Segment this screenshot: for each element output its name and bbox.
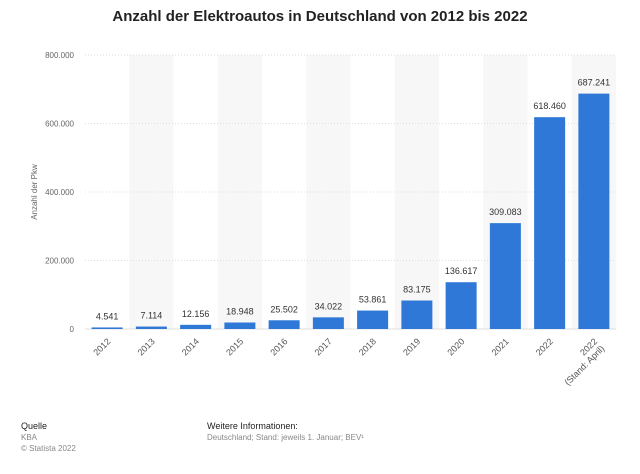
bar xyxy=(224,322,256,329)
value-label: 12.156 xyxy=(182,309,210,319)
x-tick-label: 2019 xyxy=(401,336,422,357)
x-tick-label: 2012 xyxy=(91,336,112,357)
bar xyxy=(489,223,521,329)
source-name: KBA xyxy=(21,433,38,442)
column-band xyxy=(217,55,262,329)
x-tick-label: 2018 xyxy=(357,336,378,357)
value-label: 7.114 xyxy=(140,311,162,321)
y-tick-label: 0 xyxy=(70,325,75,334)
x-tick-label-line: 2019 xyxy=(401,336,422,357)
bar xyxy=(180,324,212,329)
x-tick-label-line: 2016 xyxy=(268,336,289,357)
value-label: 687.241 xyxy=(578,78,611,88)
x-tick-label: 2022 xyxy=(534,336,555,357)
x-tick-label-line: 2014 xyxy=(180,336,201,357)
source-heading: Quelle xyxy=(21,421,48,431)
bar xyxy=(91,327,123,329)
x-tick-label: 2017 xyxy=(313,336,334,357)
x-tick-label: 2016 xyxy=(268,336,289,357)
value-label: 34.022 xyxy=(315,301,343,311)
info-block: Weitere Informationen: Deutschland; Stan… xyxy=(207,421,364,443)
x-tick-label-line: 2022 xyxy=(534,336,555,357)
x-tick-label-line: 2020 xyxy=(445,336,466,357)
bar xyxy=(578,93,610,329)
x-tick-label: 2020 xyxy=(445,336,466,357)
chart-title: Anzahl der Elektroautos in Deutschland v… xyxy=(112,8,528,25)
bar xyxy=(357,310,389,329)
y-tick-label: 400.000 xyxy=(45,188,74,197)
value-label: 18.948 xyxy=(226,307,254,317)
y-tick-label: 200.000 xyxy=(45,257,74,266)
x-tick-label: 2015 xyxy=(224,336,245,357)
value-label: 83.175 xyxy=(403,285,431,295)
value-label: 4.541 xyxy=(96,311,119,321)
x-tick-label: 2013 xyxy=(136,336,157,357)
x-tick-label-line: 2021 xyxy=(490,336,511,357)
column-band xyxy=(394,55,439,329)
x-tick-label-line: 2012 xyxy=(91,336,112,357)
x-tick-label: 2022(Stand: April) xyxy=(562,336,606,387)
bar xyxy=(268,320,300,329)
y-axis-label: Anzahl der Pkw xyxy=(30,164,39,220)
x-tick-label: 2021 xyxy=(490,336,511,357)
value-label: 25.502 xyxy=(270,304,298,314)
value-label: 53.861 xyxy=(359,295,387,305)
info-heading: Weitere Informationen: xyxy=(207,421,298,431)
y-tick-label: 600.000 xyxy=(45,120,74,129)
bar xyxy=(401,300,433,329)
y-tick-label: 800.000 xyxy=(45,51,74,60)
bar xyxy=(312,317,344,329)
value-label: 309.083 xyxy=(489,207,522,217)
bar xyxy=(534,117,566,329)
x-tick-label-line: 2018 xyxy=(357,336,378,357)
bar xyxy=(135,326,167,329)
x-tick-label-line: 2013 xyxy=(136,336,157,357)
value-label: 136.617 xyxy=(445,266,478,276)
x-tick-label: 2014 xyxy=(180,336,201,357)
bar xyxy=(445,282,477,329)
copyright: © Statista 2022 xyxy=(21,444,76,453)
x-tick-label-line: 2017 xyxy=(313,336,334,357)
x-tick-label-line: 2015 xyxy=(224,336,245,357)
info-text: Deutschland; Stand: jeweils 1. Januar; B… xyxy=(207,433,364,442)
source-block: Quelle KBA © Statista 2022 xyxy=(21,421,76,454)
value-label: 618.460 xyxy=(533,101,566,111)
